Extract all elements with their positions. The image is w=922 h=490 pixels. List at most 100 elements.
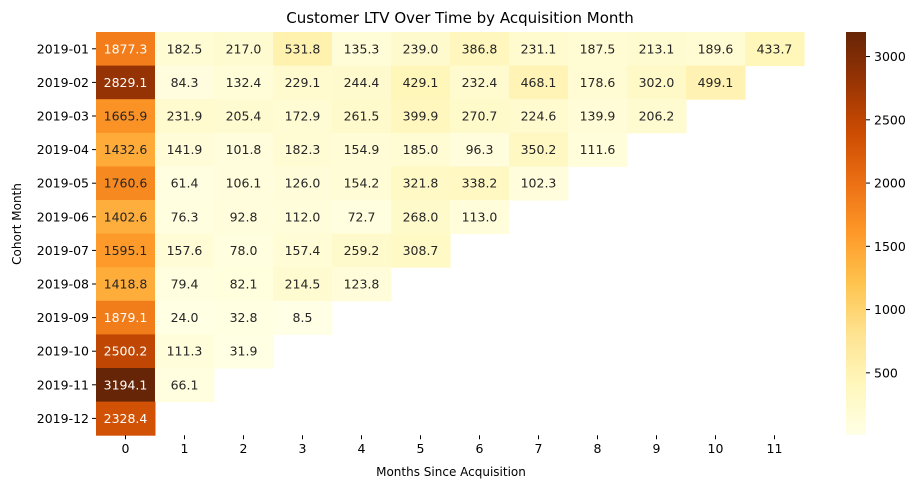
cell-value-label: 101.8 bbox=[226, 142, 262, 157]
cell-value-label: 111.3 bbox=[167, 344, 203, 359]
heatmap-cell bbox=[96, 65, 156, 100]
cell-value-label: 231.1 bbox=[521, 41, 557, 56]
colorbar-tick-label: 500 bbox=[874, 365, 898, 380]
cell-value-label: 429.1 bbox=[403, 75, 439, 90]
cell-value-label: 189.6 bbox=[698, 41, 734, 56]
heatmap-cell bbox=[214, 334, 274, 369]
cell-value-label: 78.0 bbox=[230, 243, 258, 258]
heatmap-cell bbox=[96, 401, 156, 436]
cell-value-label: 261.5 bbox=[344, 109, 380, 124]
heatmap-cell bbox=[214, 200, 274, 235]
y-tick-label: 2019-12 bbox=[37, 411, 89, 426]
heatmap-cell bbox=[155, 300, 215, 335]
heatmap-cell bbox=[96, 99, 156, 134]
cell-value-label: 1879.1 bbox=[104, 310, 148, 325]
heatmap-cell bbox=[568, 99, 628, 134]
cell-value-label: 1432.6 bbox=[104, 142, 148, 157]
heatmap-cell bbox=[627, 65, 687, 100]
heatmap-cell bbox=[155, 32, 215, 67]
heatmap-cell bbox=[509, 166, 569, 201]
cell-value-label: 224.6 bbox=[521, 109, 557, 124]
cell-value-label: 24.0 bbox=[171, 310, 199, 325]
cell-value-label: 232.4 bbox=[462, 75, 498, 90]
heatmap-cell bbox=[509, 99, 569, 134]
cell-value-label: 2328.4 bbox=[104, 411, 148, 426]
heatmap-cell bbox=[391, 233, 451, 268]
heatmap-cell bbox=[391, 132, 451, 167]
heatmap-cell bbox=[214, 65, 274, 100]
cell-value-label: 213.1 bbox=[639, 41, 675, 56]
heatmap-cell bbox=[450, 32, 510, 67]
heatmap-cell bbox=[96, 233, 156, 268]
heatmap-cell bbox=[391, 32, 451, 67]
cell-value-label: 66.1 bbox=[171, 377, 199, 392]
x-tick-label: 3 bbox=[299, 441, 307, 456]
heatmap-cell bbox=[214, 166, 274, 201]
heatmap-cell bbox=[450, 99, 510, 134]
heatmap-cell bbox=[568, 132, 628, 167]
y-axis-label: Cohort Month bbox=[10, 183, 24, 265]
heatmap-cell bbox=[273, 267, 333, 302]
heatmap-cell bbox=[273, 200, 333, 235]
heatmap-cell bbox=[214, 300, 274, 335]
x-tick-label: 2 bbox=[240, 441, 248, 456]
x-axis-label: Months Since Acquisition bbox=[376, 465, 526, 479]
heatmap-cell bbox=[568, 65, 628, 100]
cell-value-label: 239.0 bbox=[403, 41, 439, 56]
heatmap-cell bbox=[745, 32, 805, 67]
cell-value-label: 79.4 bbox=[171, 277, 199, 292]
colorbar-tick-label: 1000 bbox=[874, 302, 906, 317]
heatmap-cell bbox=[155, 200, 215, 235]
cell-value-label: 96.3 bbox=[466, 142, 494, 157]
cell-value-label: 321.8 bbox=[403, 176, 439, 191]
colorbar-ticks: 500 1000 1500 2000 2500 3000 bbox=[866, 49, 906, 380]
heatmap-cell bbox=[155, 233, 215, 268]
cell-value-label: 2500.2 bbox=[104, 344, 148, 359]
cell-value-label: 187.5 bbox=[580, 41, 616, 56]
heatmap-cell bbox=[627, 99, 687, 134]
cell-value-label: 499.1 bbox=[698, 75, 734, 90]
heatmap-cell bbox=[96, 368, 156, 403]
cell-value-label: 112.0 bbox=[285, 209, 321, 224]
cell-value-label: 92.8 bbox=[230, 209, 258, 224]
heatmap-cell bbox=[332, 99, 392, 134]
cell-value-label: 102.3 bbox=[521, 176, 557, 191]
heatmap-cell bbox=[450, 65, 510, 100]
cell-value-label: 3194.1 bbox=[104, 377, 148, 392]
heatmap-cell bbox=[509, 32, 569, 67]
heatmap-cell bbox=[155, 267, 215, 302]
cell-value-label: 268.0 bbox=[403, 209, 439, 224]
cell-value-label: 1665.9 bbox=[104, 109, 148, 124]
cell-value-label: 214.5 bbox=[285, 277, 321, 292]
cell-value-label: 308.7 bbox=[403, 243, 439, 258]
y-tick-label: 2019-01 bbox=[37, 41, 89, 56]
cell-value-label: 206.2 bbox=[639, 109, 675, 124]
cell-value-label: 126.0 bbox=[285, 176, 321, 191]
cell-value-label: 132.4 bbox=[226, 75, 262, 90]
cell-value-label: 270.7 bbox=[462, 109, 498, 124]
heatmap-cell bbox=[273, 233, 333, 268]
cell-value-label: 32.8 bbox=[230, 310, 258, 325]
heatmap-cell bbox=[332, 132, 392, 167]
cell-value-label: 1595.1 bbox=[104, 243, 148, 258]
heatmap-cell bbox=[332, 267, 392, 302]
heatmap-cell bbox=[273, 166, 333, 201]
x-tick-label: 7 bbox=[535, 441, 543, 456]
cell-value-label: 76.3 bbox=[171, 209, 199, 224]
cell-value-label: 468.1 bbox=[521, 75, 557, 90]
heatmap-cell bbox=[214, 99, 274, 134]
cell-value-label: 31.9 bbox=[230, 344, 258, 359]
cell-value-label: 72.7 bbox=[348, 209, 376, 224]
colorbar-tick-label: 3000 bbox=[874, 49, 906, 64]
heatmap-cell bbox=[450, 200, 510, 235]
heatmap-cell bbox=[450, 166, 510, 201]
heatmap-cell bbox=[96, 32, 156, 67]
cell-value-label: 259.2 bbox=[344, 243, 380, 258]
y-tick-label: 2019-07 bbox=[37, 243, 89, 258]
heatmap-cell bbox=[332, 166, 392, 201]
heatmap-cell bbox=[214, 32, 274, 67]
heatmap-cell bbox=[96, 200, 156, 235]
heatmap-cell bbox=[96, 300, 156, 335]
heatmap-cell bbox=[155, 334, 215, 369]
heatmap-cells: 1877.3 182.5 217.0 531.8 135.3 239.0 386.8 231.… bbox=[96, 32, 805, 436]
